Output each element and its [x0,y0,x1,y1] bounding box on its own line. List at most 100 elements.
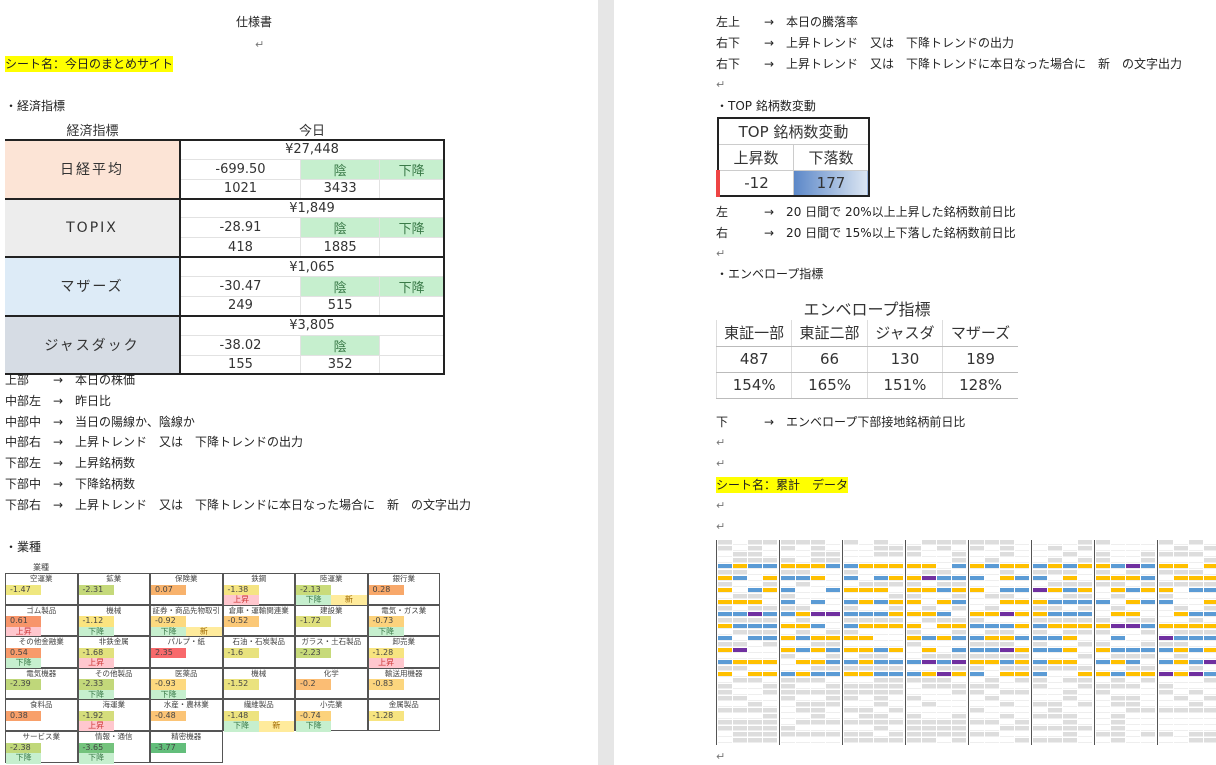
sector-trend: 下降 [223,721,259,732]
grid-cell [718,558,732,563]
grid-cell [718,570,732,575]
env-cols-cell: 東証一部 [715,320,792,347]
grid-cell [1204,558,1216,563]
env-pcts-cell: 165% [791,372,868,399]
grid-cell [1141,648,1155,653]
grid-cell [1000,732,1014,737]
sector-name: 電気・ガス業 [381,605,427,615]
grid-cell [1174,726,1188,731]
grid-cell [985,732,999,737]
sector-block: 保険業 0.07 [150,573,223,605]
grid-cell [781,576,795,581]
grid-cell [733,540,747,545]
sector-name: 精密機器 [171,732,202,741]
grid-cell [859,600,873,605]
grid-cell [907,588,921,593]
grid-cell [859,714,873,719]
grid-cell [1189,726,1203,731]
grid-cell [811,576,825,581]
grid-cell [1126,696,1140,701]
grid-cell [718,594,732,599]
grid-cell [874,702,888,707]
grid-cell [922,666,936,671]
grid-cell [1126,714,1140,719]
sector-name: サービス業 [22,732,61,741]
grid-cell [1204,606,1216,611]
grid-cell [826,696,840,701]
grid-cell [1126,618,1140,623]
grid-cell [1096,612,1110,617]
eco-new [379,178,446,200]
grid-cell [937,672,951,677]
paragraph-mark: ↵ [716,247,726,260]
grid-cell [844,726,858,731]
grid-cell [748,618,762,623]
grid-cell [796,738,810,743]
sector-name: 倉庫・運輸関連業 [228,605,289,615]
paragraph-mark: ↵ [716,499,726,512]
grid-divider [1031,540,1032,745]
grid-cell [970,678,984,683]
grid-cell [748,672,762,677]
grid-cell [1096,558,1110,563]
grid-cell [1078,558,1092,563]
grid-cell [1033,624,1047,629]
grid-cell [1000,546,1014,551]
grid-cell [1096,714,1110,719]
grid-cell [1204,600,1216,605]
sector-new [114,753,149,764]
grid-cell [1048,624,1062,629]
paragraph-mark: ↵ [716,457,726,470]
grid-cell [937,558,951,563]
grid-cell [1174,696,1188,701]
sector-change: 0.28 [368,584,404,595]
grid-cell [874,564,888,569]
grid-cell [859,738,873,743]
grid-cell [1111,642,1125,647]
grid-cell [718,666,732,671]
grid-cell [1000,684,1014,689]
grid-cell [844,696,858,701]
grid-cell [1174,738,1188,743]
grid-cell [718,642,732,647]
grid-cell [1078,732,1092,737]
grid-cell [985,714,999,719]
grid-cell [1015,636,1029,641]
grid-cell [1078,654,1092,659]
grid-cell [796,630,810,635]
grid-cell [826,540,840,545]
grid-cell [1063,726,1077,731]
grid-cell [859,606,873,611]
grid-cell [937,684,951,689]
grid-cell [733,732,747,737]
grid-cell [1174,600,1188,605]
grid-cell [1141,576,1155,581]
grid-cell [874,582,888,587]
eco-diff: -30.47 [178,275,301,297]
grid-cell [1048,672,1062,677]
grid-cell [889,648,903,653]
grid-cell [1174,666,1188,671]
grid-cell [1033,654,1047,659]
grid-cell [970,684,984,689]
grid-cell [859,660,873,665]
grid-cell [1048,642,1062,647]
grid-cell [985,666,999,671]
grid-cell [1033,558,1047,563]
grid-divider [905,540,906,745]
grid-cell [1204,630,1216,635]
grid-cell [1063,546,1077,551]
grid-cell [1141,684,1155,689]
grid-cell [970,606,984,611]
grid-cell [1204,708,1216,713]
grid-cell [907,552,921,557]
grid-cell [781,570,795,575]
grid-cell [826,672,840,677]
grid-cell [907,732,921,737]
grid-cell [1000,564,1014,569]
grid-cell [1126,588,1140,593]
grid-cell [1096,546,1110,551]
grid-cell [874,630,888,635]
grid-cell [763,660,777,665]
grid-cell [748,606,762,611]
